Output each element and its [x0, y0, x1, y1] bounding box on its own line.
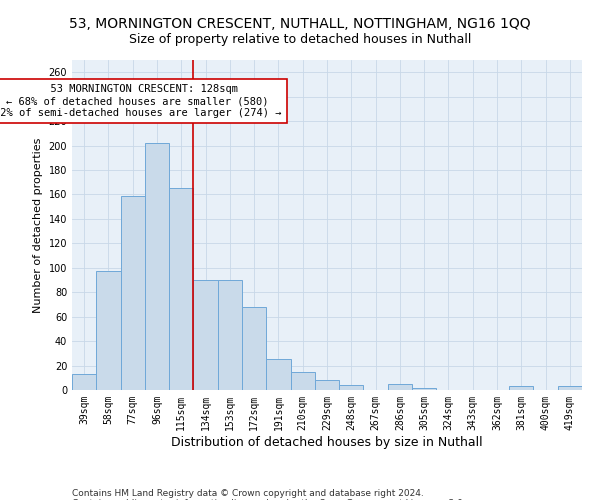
Bar [96, 272, 121, 390]
Text: Contains HM Land Registry data © Crown copyright and database right 2024.: Contains HM Land Registry data © Crown c… [72, 488, 424, 498]
Bar [315, 380, 339, 390]
Y-axis label: Number of detached properties: Number of detached properties [33, 138, 43, 312]
Bar [218, 280, 242, 390]
Text: 53 MORNINGTON CRESCENT: 128sqm
← 68% of detached houses are smaller (580)
32% of: 53 MORNINGTON CRESCENT: 128sqm ← 68% of … [0, 84, 281, 117]
Bar [558, 386, 582, 390]
Bar [509, 386, 533, 390]
Bar [266, 360, 290, 390]
Bar [169, 188, 193, 390]
Bar [242, 307, 266, 390]
Bar [72, 374, 96, 390]
Bar [412, 388, 436, 390]
Text: Contains public sector information licensed under the Open Government Licence v3: Contains public sector information licen… [72, 498, 466, 500]
Bar [121, 196, 145, 390]
Bar [339, 385, 364, 390]
Bar [145, 143, 169, 390]
X-axis label: Distribution of detached houses by size in Nuthall: Distribution of detached houses by size … [171, 436, 483, 448]
Text: 53, MORNINGTON CRESCENT, NUTHALL, NOTTINGHAM, NG16 1QQ: 53, MORNINGTON CRESCENT, NUTHALL, NOTTIN… [69, 18, 531, 32]
Bar [193, 280, 218, 390]
Text: Size of property relative to detached houses in Nuthall: Size of property relative to detached ho… [129, 32, 471, 46]
Bar [290, 372, 315, 390]
Bar [388, 384, 412, 390]
